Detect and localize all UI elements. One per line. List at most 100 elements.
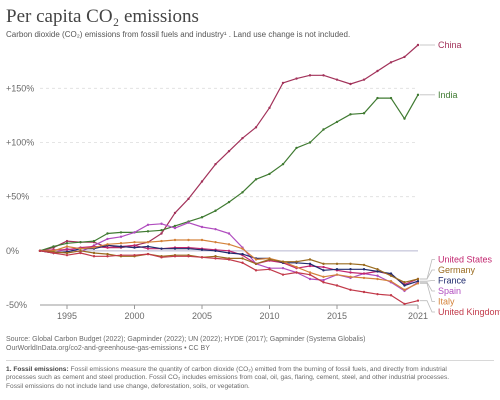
data-point-united-kingdom	[416, 299, 420, 302]
y-tick-label: +150%	[6, 83, 34, 93]
series-label-india[interactable]: India	[438, 90, 458, 100]
data-point-india	[254, 178, 258, 181]
data-point-france	[241, 252, 244, 256]
data-point-italy	[322, 275, 325, 279]
data-point-spain	[308, 277, 312, 281]
data-point-germany	[79, 249, 82, 253]
data-point-italy	[241, 247, 244, 250]
data-point-united-kingdom	[335, 284, 339, 287]
data-point-united-kingdom	[173, 255, 177, 258]
source-url[interactable]: OurWorldInData.org/co2-and-greenhouse-ga…	[6, 345, 210, 352]
data-point-china	[254, 126, 258, 129]
data-point-france	[187, 247, 190, 250]
data-point-france	[160, 247, 163, 250]
data-point-germany	[322, 262, 325, 266]
series-label-italy[interactable]: Italy	[438, 297, 455, 307]
data-point-spain	[200, 225, 204, 229]
data-point-italy	[106, 243, 109, 246]
y-tick-label: +100%	[6, 138, 34, 148]
data-point-france	[214, 249, 217, 253]
data-point-italy	[160, 239, 163, 243]
series-label-spain[interactable]: Spain	[438, 286, 461, 296]
data-point-spain	[214, 227, 217, 231]
data-point-germany	[268, 258, 271, 261]
data-point-india	[362, 112, 366, 115]
x-tick-label: 2021	[408, 311, 428, 321]
footnote-title: 1. Fossil emissions:	[6, 366, 69, 373]
data-point-united-kingdom	[389, 294, 393, 297]
data-point-united-kingdom	[79, 251, 82, 255]
data-point-china	[227, 149, 231, 153]
series-label-united-states[interactable]: United States	[438, 255, 493, 265]
data-point-united-kingdom	[295, 271, 298, 274]
label-connector-united-kingdom	[420, 300, 435, 313]
y-tick-label: 0%	[6, 246, 19, 256]
data-point-china	[160, 232, 163, 235]
data-point-india	[295, 146, 298, 150]
data-point-germany	[403, 281, 406, 284]
data-point-china	[187, 197, 190, 201]
data-point-italy	[79, 247, 82, 250]
data-point-united-kingdom	[106, 255, 109, 258]
data-point-united-kingdom	[133, 253, 136, 257]
data-point-italy	[146, 240, 150, 244]
data-point-china	[376, 69, 379, 73]
series-label-united-kingdom[interactable]: United Kingdom	[438, 307, 500, 317]
data-point-germany	[416, 277, 420, 281]
data-point-china	[322, 74, 325, 77]
x-tick-label: 2010	[259, 311, 279, 321]
x-tick-label: 2000	[124, 311, 144, 321]
data-point-china	[268, 106, 271, 110]
data-point-united-kingdom	[281, 273, 285, 276]
footnote-line-1: Fossil emissions measure the quantity of…	[68, 366, 447, 373]
data-point-italy	[227, 243, 231, 246]
data-point-united-states	[65, 248, 69, 251]
series-label-germany[interactable]: Germany	[438, 265, 476, 275]
data-point-india	[322, 128, 325, 131]
data-point-india	[227, 200, 231, 204]
data-point-india	[146, 230, 150, 233]
data-point-italy	[389, 279, 393, 283]
series-label-china[interactable]: China	[438, 40, 462, 50]
data-point-germany	[335, 262, 339, 266]
data-point-spain	[322, 278, 325, 282]
x-tick-label: 2005	[192, 311, 212, 321]
data-point-united-kingdom	[403, 302, 406, 306]
data-point-italy	[187, 238, 190, 242]
label-connector-germany	[420, 269, 435, 280]
data-point-united-kingdom	[52, 251, 55, 255]
data-point-france	[376, 270, 379, 273]
data-point-china	[200, 180, 204, 183]
data-point-united-kingdom	[92, 255, 96, 258]
data-point-germany	[295, 260, 298, 263]
data-point-india	[416, 93, 420, 97]
x-tick-label: 2015	[327, 311, 347, 321]
series-line-india[interactable]	[39, 94, 419, 252]
data-point-france	[403, 284, 406, 287]
data-point-germany	[281, 260, 285, 263]
data-point-india	[52, 245, 55, 248]
data-point-spain	[133, 231, 136, 234]
data-point-france	[349, 268, 352, 271]
data-point-spain	[106, 237, 109, 241]
series-label-france[interactable]: France	[438, 276, 466, 286]
data-point-india	[160, 229, 163, 232]
data-point-united-kingdom	[119, 253, 123, 257]
data-point-united-kingdom	[349, 288, 352, 292]
data-point-spain	[187, 221, 190, 224]
data-point-united-kingdom	[322, 281, 325, 284]
data-point-spain	[173, 226, 177, 230]
series-line-china[interactable]	[39, 44, 419, 252]
data-point-china	[214, 162, 217, 166]
data-point-china	[335, 78, 339, 81]
data-point-united-states	[322, 265, 325, 269]
data-point-china	[308, 74, 312, 77]
data-point-united-kingdom	[376, 292, 379, 296]
data-point-india	[65, 242, 69, 245]
data-point-india	[335, 120, 339, 124]
data-point-spain	[119, 235, 123, 238]
data-point-india	[241, 191, 244, 194]
y-tick-label: +50%	[6, 192, 29, 202]
data-point-germany	[376, 268, 379, 271]
data-point-india	[268, 172, 271, 176]
